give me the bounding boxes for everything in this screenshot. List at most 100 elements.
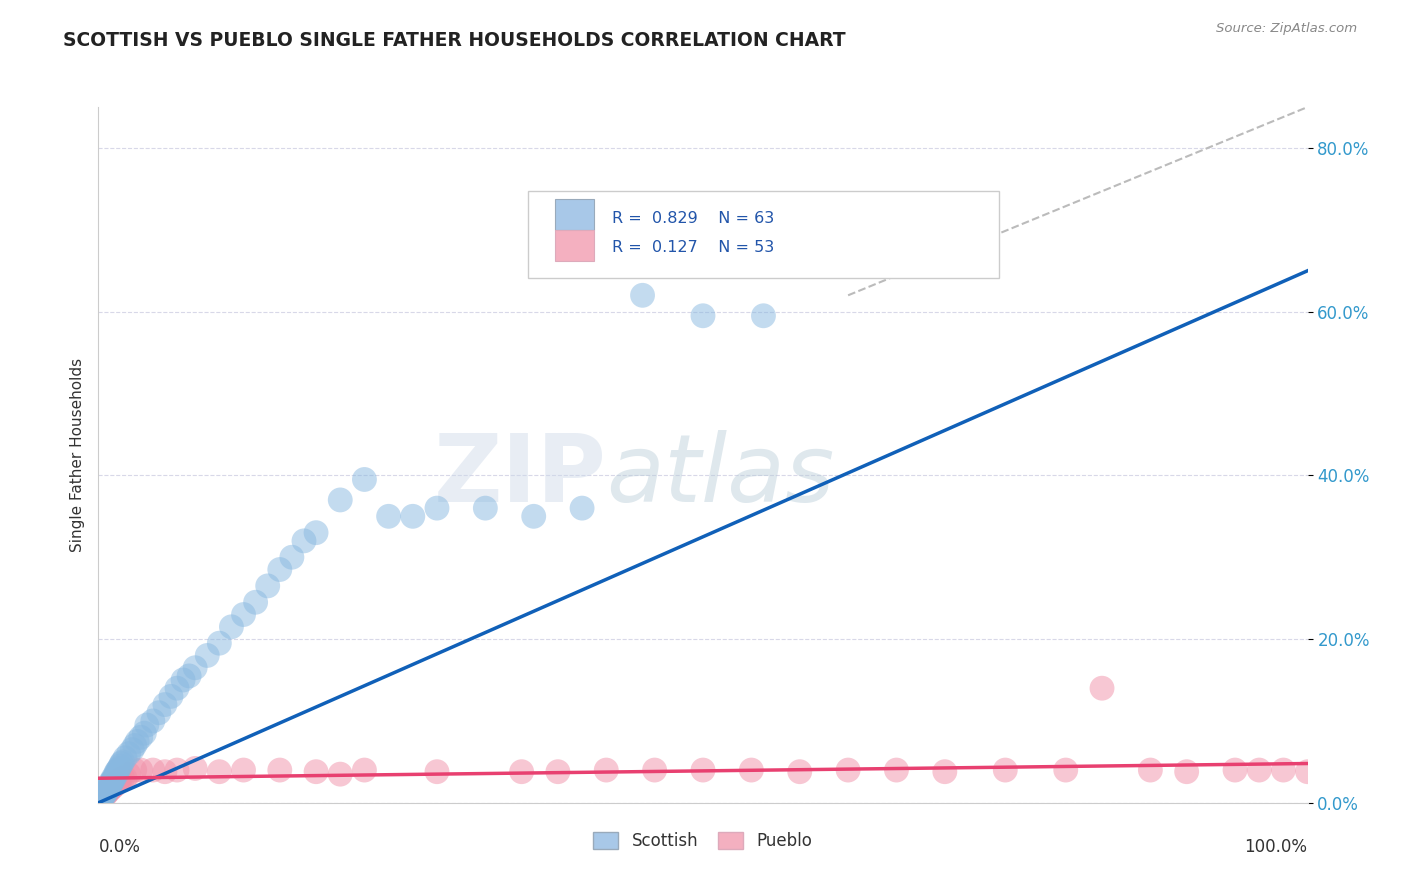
- Point: [377, 509, 399, 524]
- Point: [108, 759, 131, 773]
- Point: [292, 533, 315, 548]
- Point: [329, 492, 352, 507]
- Point: [166, 763, 188, 777]
- Text: R =  0.829    N = 63: R = 0.829 N = 63: [612, 211, 775, 226]
- Point: [100, 778, 122, 792]
- Text: 100.0%: 100.0%: [1244, 838, 1308, 855]
- Point: [100, 775, 122, 789]
- Point: [104, 778, 127, 792]
- Point: [93, 786, 115, 800]
- Text: atlas: atlas: [606, 430, 835, 521]
- Point: [153, 698, 176, 712]
- Point: [101, 771, 124, 785]
- Point: [97, 783, 120, 797]
- Point: [134, 726, 156, 740]
- Point: [245, 595, 267, 609]
- Point: [129, 731, 152, 745]
- Point: [886, 763, 908, 777]
- Point: [353, 763, 375, 777]
- Point: [111, 755, 134, 769]
- Point: [752, 309, 775, 323]
- Point: [103, 771, 125, 785]
- Point: [100, 780, 122, 795]
- Point: [107, 775, 129, 789]
- Point: [118, 747, 141, 761]
- Point: [121, 742, 143, 756]
- Point: [153, 764, 176, 779]
- Point: [305, 525, 328, 540]
- Point: [1139, 763, 1161, 777]
- Point: [631, 288, 654, 302]
- Point: [105, 764, 128, 779]
- Point: [91, 788, 114, 802]
- Point: [90, 789, 112, 804]
- Point: [91, 789, 114, 804]
- Point: [426, 764, 449, 779]
- Point: [114, 771, 136, 785]
- Point: [281, 550, 304, 565]
- Point: [124, 763, 146, 777]
- Point: [91, 789, 114, 804]
- Point: [510, 764, 533, 779]
- Point: [692, 763, 714, 777]
- Point: [118, 767, 141, 781]
- Point: [91, 789, 114, 804]
- Point: [402, 509, 425, 524]
- Point: [129, 763, 152, 777]
- FancyBboxPatch shape: [555, 230, 595, 261]
- Point: [571, 501, 593, 516]
- Point: [184, 761, 207, 775]
- Point: [177, 669, 201, 683]
- Text: R =  0.127    N = 53: R = 0.127 N = 53: [612, 240, 775, 255]
- Point: [644, 763, 666, 777]
- Point: [426, 501, 449, 516]
- Text: ZIP: ZIP: [433, 430, 606, 522]
- Point: [547, 764, 569, 779]
- Point: [111, 771, 134, 785]
- Point: [1175, 764, 1198, 779]
- Point: [1249, 763, 1271, 777]
- Point: [100, 775, 122, 789]
- FancyBboxPatch shape: [527, 191, 1000, 277]
- Point: [837, 763, 859, 777]
- Text: 0.0%: 0.0%: [98, 838, 141, 855]
- Point: [353, 473, 375, 487]
- Text: Source: ZipAtlas.com: Source: ZipAtlas.com: [1216, 22, 1357, 36]
- Point: [329, 767, 352, 781]
- Point: [789, 764, 811, 779]
- FancyBboxPatch shape: [555, 199, 595, 230]
- Point: [208, 636, 231, 650]
- Point: [305, 764, 328, 779]
- Point: [98, 780, 121, 794]
- Point: [105, 767, 128, 781]
- Point: [256, 579, 278, 593]
- Point: [94, 788, 117, 802]
- Point: [269, 763, 291, 777]
- Point: [101, 780, 124, 794]
- Point: [100, 780, 122, 795]
- Point: [107, 763, 129, 777]
- Legend: Scottish, Pueblo: Scottish, Pueblo: [586, 826, 820, 857]
- Point: [232, 607, 254, 622]
- Point: [127, 734, 149, 748]
- Point: [184, 661, 207, 675]
- Point: [108, 761, 131, 775]
- Point: [994, 763, 1017, 777]
- Point: [166, 681, 188, 696]
- Point: [172, 673, 194, 687]
- Point: [1272, 763, 1295, 777]
- Point: [114, 751, 136, 765]
- Point: [124, 739, 146, 753]
- Point: [740, 763, 762, 777]
- Point: [692, 309, 714, 323]
- Point: [96, 786, 118, 800]
- Point: [105, 775, 128, 789]
- Text: SCOTTISH VS PUEBLO SINGLE FATHER HOUSEHOLDS CORRELATION CHART: SCOTTISH VS PUEBLO SINGLE FATHER HOUSEHO…: [63, 31, 846, 50]
- Point: [523, 509, 546, 524]
- Point: [269, 562, 291, 576]
- Point: [101, 772, 124, 787]
- Point: [97, 780, 120, 795]
- Y-axis label: Single Father Households: Single Father Households: [69, 358, 84, 552]
- Point: [96, 780, 118, 795]
- Point: [1054, 763, 1077, 777]
